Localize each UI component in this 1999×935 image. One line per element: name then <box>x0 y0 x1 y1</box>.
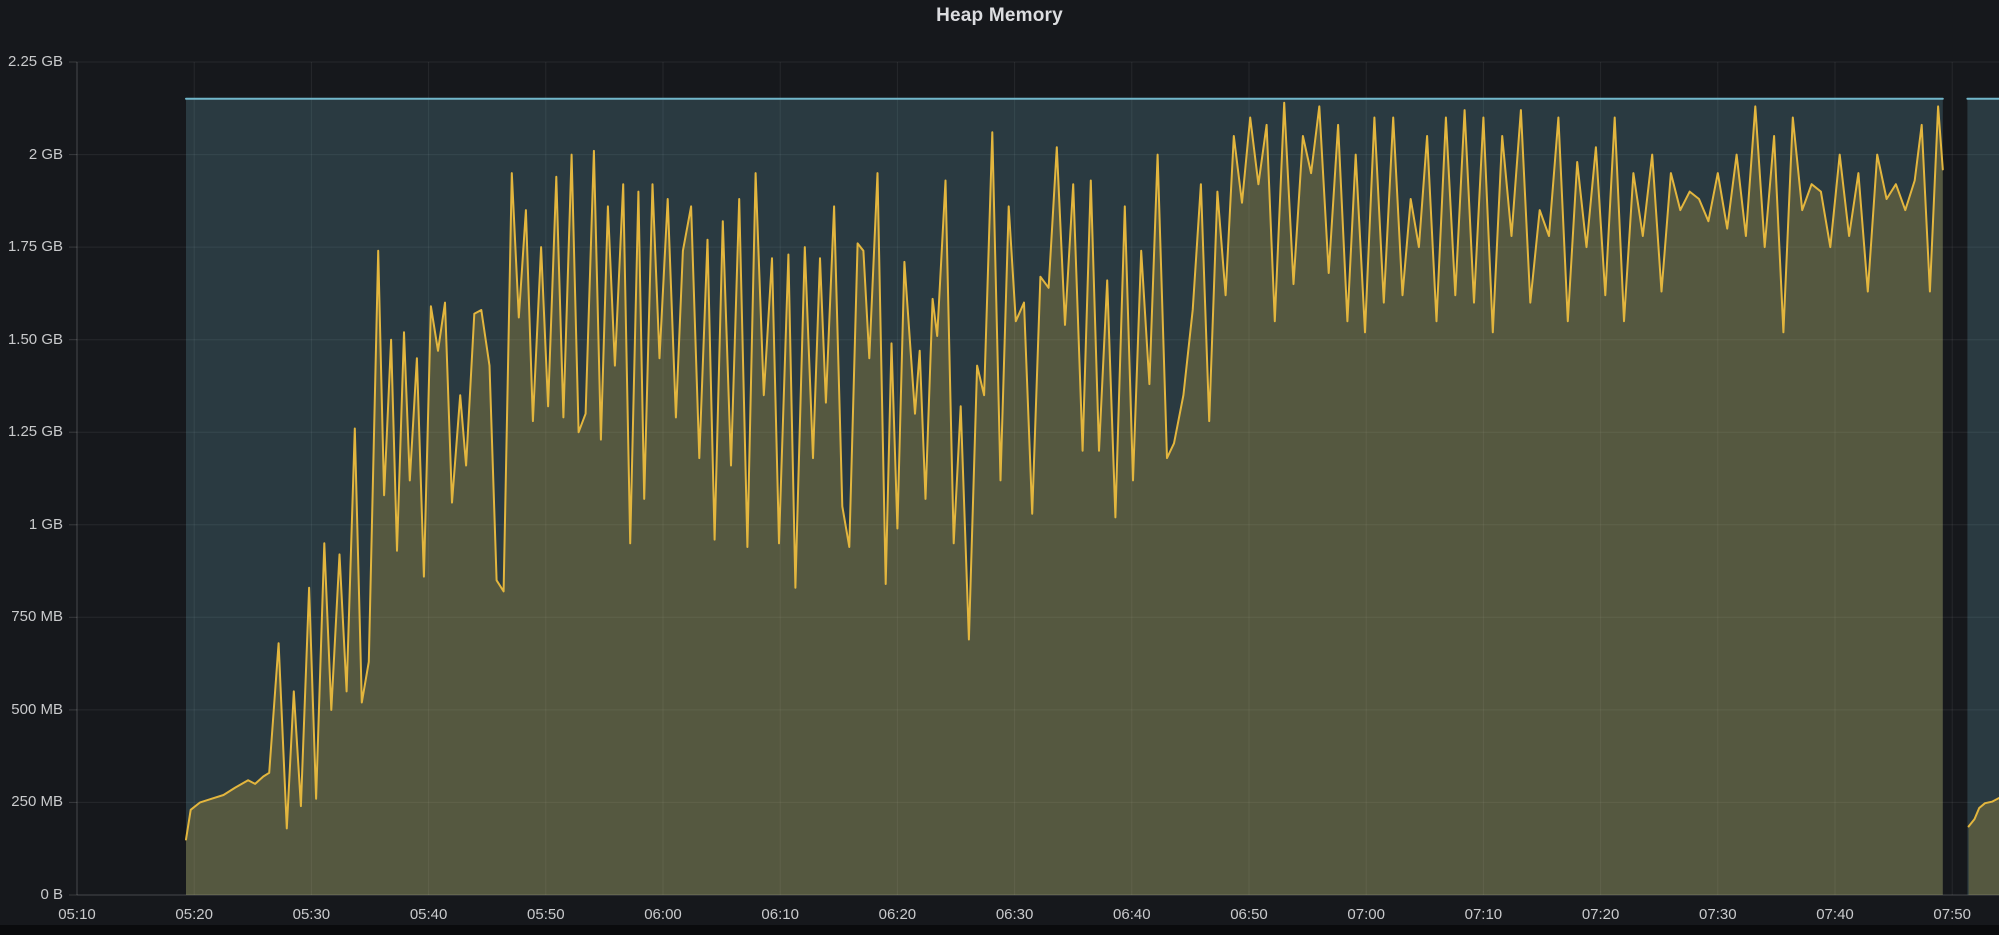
y-tick-label: 0 B <box>40 886 63 903</box>
x-tick-label: 07:00 <box>1347 906 1385 923</box>
used-heap-line <box>185 101 1944 841</box>
x-tick-label: 07:10 <box>1464 906 1503 923</box>
x-tick-label: 06:30 <box>995 906 1034 923</box>
x-tick-label: 07:20 <box>1581 906 1620 923</box>
y-tick-label: 500 MB <box>11 700 63 718</box>
x-tick-label: 06:00 <box>644 906 682 923</box>
window-bottom-edge <box>0 925 1999 935</box>
y-tick-label: 1.25 GB <box>7 423 63 441</box>
panel-title[interactable]: Heap Memory <box>936 5 1063 26</box>
x-tick-label: 06:20 <box>878 906 917 923</box>
x-tick-label: 05:40 <box>409 906 448 923</box>
x-tick-label: 06:40 <box>1113 906 1151 923</box>
x-tick-label: 05:50 <box>527 906 565 923</box>
x-tick-label: 05:30 <box>292 906 331 923</box>
x-tick-label: 07:40 <box>1816 906 1854 923</box>
x-tick-label: 07:30 <box>1699 906 1737 923</box>
x-tick-label: 07:50 <box>1933 906 1971 923</box>
y-tick-label: 1.75 GB <box>7 238 63 256</box>
x-tick-label: 06:10 <box>761 906 799 923</box>
used-heap-area <box>1968 798 1999 895</box>
y-tick-label: 250 MB <box>11 793 63 811</box>
y-tick-label: 2 GB <box>28 145 63 163</box>
y-tick-label: 1.50 GB <box>7 330 63 348</box>
used-heap-line <box>1967 797 1999 828</box>
y-tick-label: 1 GB <box>28 515 63 533</box>
max-heap-area <box>1967 98 1999 895</box>
x-tick-label: 06:50 <box>1230 906 1268 923</box>
x-tick-label: 05:10 <box>58 906 96 923</box>
y-tick-label: 2.25 GB <box>7 53 63 70</box>
y-tick-label: 750 MB <box>11 608 63 626</box>
x-tick-label: 05:20 <box>175 906 213 923</box>
